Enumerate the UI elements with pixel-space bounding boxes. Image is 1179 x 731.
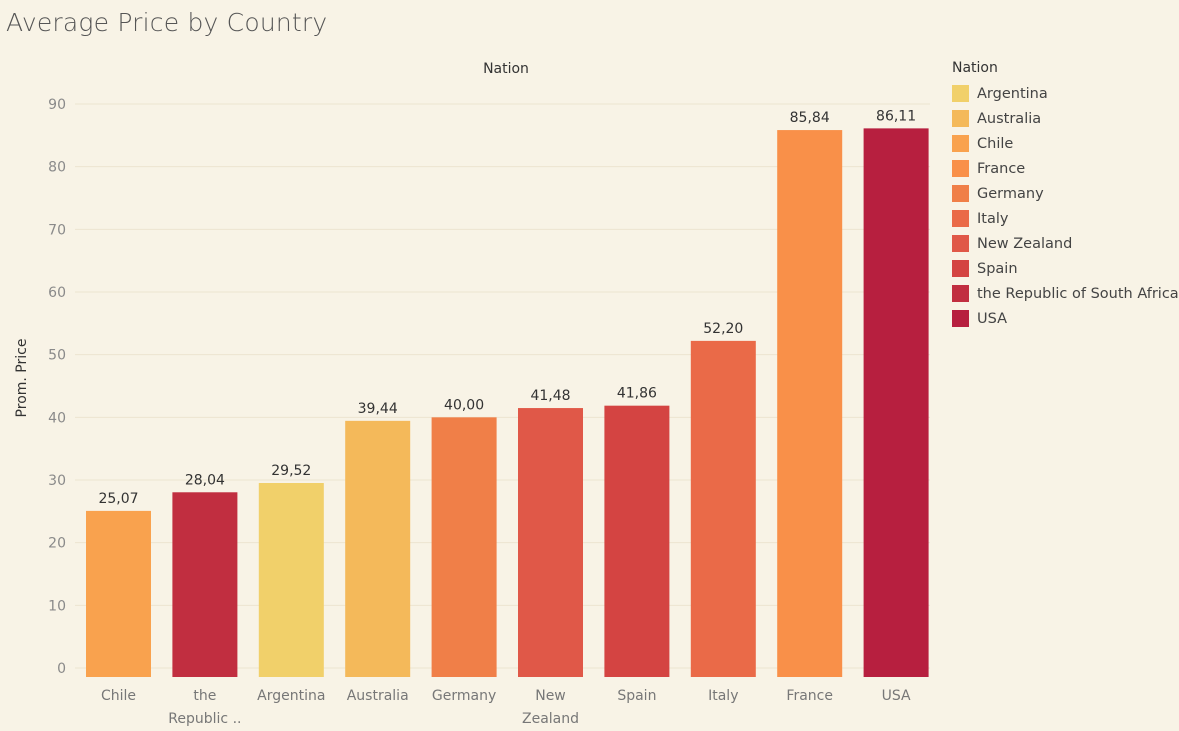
y-tick-label: 60 <box>48 285 66 301</box>
legend-item[interactable]: Argentina <box>952 81 1179 106</box>
data-label: 41,86 <box>617 386 657 402</box>
y-tick-label: 10 <box>48 598 66 614</box>
x-tick-label: Italy <box>708 688 738 704</box>
data-label: 41,48 <box>530 388 570 404</box>
bar <box>604 405 670 677</box>
legend-item[interactable]: USA <box>952 306 1179 331</box>
y-tick-label: 30 <box>48 473 66 489</box>
bar-chart: 0 10 20 30 40 50 60 70 80 90 Prom. Price Nation 25,0… <box>14 61 930 727</box>
bar <box>345 420 411 677</box>
legend: Nation Argentina Australia Chile France Germ… <box>952 60 1179 331</box>
data-label: 28,04 <box>185 472 225 488</box>
x-tick-label: Zealand <box>522 711 579 727</box>
y-tick-label: 90 <box>48 97 66 113</box>
data-label: 52,20 <box>703 321 743 337</box>
y-tick-label: 20 <box>48 536 66 552</box>
legend-item[interactable]: France <box>952 156 1179 181</box>
legend-label: Italy <box>977 210 1009 227</box>
legend-label: the Republic of South Africa <box>977 285 1179 302</box>
legend-title: Nation <box>952 60 998 76</box>
x-tick-label: Spain <box>617 688 656 704</box>
legend-swatch <box>952 85 969 102</box>
data-label: 25,07 <box>98 491 138 507</box>
legend-label: Chile <box>977 135 1014 152</box>
legend-swatch <box>952 210 969 227</box>
legend-swatch <box>952 185 969 202</box>
legend-swatch <box>952 260 969 277</box>
y-tick-label: 80 <box>48 160 66 176</box>
bar <box>86 510 151 677</box>
data-label: 40,00 <box>444 397 484 413</box>
bar <box>172 492 238 677</box>
bar <box>690 340 756 677</box>
y-tick-label: 40 <box>48 410 66 426</box>
legend-swatch <box>952 235 969 252</box>
legend-label: France <box>977 160 1026 177</box>
bar <box>258 483 324 677</box>
legend-item[interactable]: the Republic of South Africa <box>952 281 1179 306</box>
data-label: 85,84 <box>790 110 830 126</box>
data-label: 29,52 <box>271 463 311 479</box>
legend-label: Spain <box>977 260 1018 277</box>
x-tick-label: France <box>786 688 833 704</box>
legend-items: Argentina Australia Chile France Germany Ital… <box>952 81 1179 331</box>
bar <box>518 408 583 677</box>
legend-swatch <box>952 310 969 327</box>
legend-item[interactable]: Spain <box>952 256 1179 281</box>
legend-label: New Zealand <box>977 235 1073 252</box>
bar <box>431 417 497 677</box>
x-tick-label: Republic .. <box>168 711 241 727</box>
legend-label: Argentina <box>977 85 1048 102</box>
legend-label: Australia <box>977 110 1042 127</box>
y-tick-label: 0 <box>57 661 66 677</box>
chart-title: Average Price by Country <box>6 8 328 37</box>
legend-label: USA <box>977 310 1008 327</box>
y-axis-label: Prom. Price <box>14 339 30 418</box>
x-tick-label: Germany <box>432 688 496 704</box>
x-tick-label: USA <box>882 688 911 704</box>
legend-item[interactable]: Germany <box>952 181 1179 206</box>
x-tick-label: New <box>535 688 566 704</box>
legend-swatch <box>952 285 969 302</box>
legend-item[interactable]: Australia <box>952 106 1179 131</box>
legend-label: Germany <box>977 185 1044 202</box>
legend-swatch <box>952 135 969 152</box>
legend-swatch <box>952 160 969 177</box>
legend-swatch <box>952 110 969 127</box>
bar <box>863 128 929 678</box>
x-tick-label: the <box>193 688 216 704</box>
x-tick-label: Chile <box>101 688 136 704</box>
legend-item[interactable]: Italy <box>952 206 1179 231</box>
column-header: Nation <box>483 61 529 77</box>
legend-item[interactable]: Chile <box>952 131 1179 156</box>
x-tick-label: Australia <box>347 688 409 704</box>
data-label: 86,11 <box>876 108 916 124</box>
legend-item[interactable]: New Zealand <box>952 231 1179 256</box>
x-tick-label: Argentina <box>257 688 325 704</box>
bar <box>777 130 843 677</box>
data-label: 39,44 <box>358 401 398 417</box>
y-tick-label: 50 <box>48 348 66 364</box>
y-tick-label: 70 <box>48 222 66 238</box>
